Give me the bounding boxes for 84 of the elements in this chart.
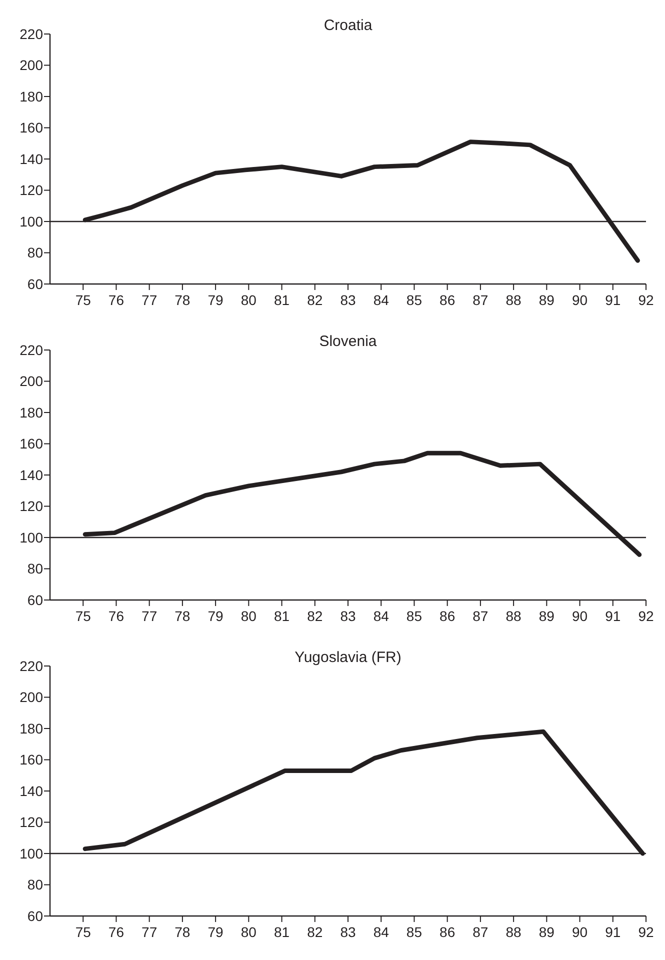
- x-tick-label: 80: [240, 924, 257, 940]
- x-tick-label: 90: [572, 924, 588, 940]
- x-tick-label: 83: [340, 292, 356, 308]
- y-tick-label: 60: [27, 276, 44, 292]
- y-tick-label: 100: [20, 845, 44, 862]
- x-tick-label: 81: [274, 924, 290, 940]
- x-tick-label: 79: [208, 608, 224, 624]
- x-tick-label: 76: [108, 608, 124, 624]
- x-tick-label: 77: [142, 924, 158, 940]
- x-tick-label: 88: [506, 292, 522, 308]
- x-tick-label: 79: [208, 924, 224, 940]
- x-tick-label: 89: [538, 608, 555, 624]
- x-tick-label: 87: [472, 924, 488, 940]
- x-tick-label: 87: [472, 608, 488, 624]
- x-tick-label: 80: [240, 292, 257, 308]
- y-tick-label: 200: [20, 689, 44, 706]
- x-tick-label: 82: [307, 924, 323, 940]
- y-tick-label: 140: [20, 782, 44, 799]
- y-tick-label: 160: [20, 752, 44, 768]
- y-tick-label: 220: [20, 658, 44, 674]
- x-tick-label: 84: [373, 924, 390, 940]
- x-tick-label: 82: [307, 608, 323, 624]
- x-tick-label: 75: [75, 292, 92, 308]
- chart-title: Croatia: [324, 17, 373, 34]
- y-tick-label: 120: [20, 182, 44, 198]
- x-tick-label: 86: [440, 924, 456, 940]
- x-tick-label: 79: [208, 292, 224, 308]
- x-tick-label: 78: [174, 608, 190, 624]
- y-tick-label: 100: [20, 213, 44, 230]
- y-tick-label: 80: [27, 244, 44, 261]
- y-tick-label: 180: [20, 720, 44, 736]
- x-tick-label: 76: [108, 924, 124, 940]
- x-tick-label: 78: [174, 292, 190, 308]
- x-tick-label: 85: [406, 292, 422, 308]
- x-tick-label: 77: [142, 292, 158, 308]
- x-tick-label: 77: [142, 608, 158, 624]
- y-tick-label: 60: [27, 592, 44, 608]
- chart-title: Yugoslavia (FR): [294, 649, 402, 666]
- x-tick-label: 83: [340, 608, 356, 624]
- x-tick-label: 90: [572, 292, 588, 308]
- x-tick-label: 91: [605, 292, 621, 308]
- x-tick-label: 84: [373, 292, 390, 308]
- y-tick-label: 100: [20, 529, 44, 546]
- y-tick-label: 180: [20, 404, 44, 420]
- x-tick-label: 75: [75, 608, 92, 624]
- x-tick-label: 89: [538, 292, 555, 308]
- x-tick-label: 92: [638, 924, 654, 940]
- x-tick-label: 85: [406, 924, 422, 940]
- y-tick-label: 140: [20, 150, 44, 167]
- y-tick-label: 200: [20, 57, 44, 74]
- y-tick-label: 220: [20, 26, 44, 42]
- y-tick-label: 220: [20, 342, 44, 358]
- x-tick-label: 92: [638, 608, 654, 624]
- x-tick-label: 86: [440, 292, 456, 308]
- x-tick-label: 88: [506, 924, 522, 940]
- x-tick-label: 76: [108, 292, 124, 308]
- x-tick-label: 86: [440, 608, 456, 624]
- x-tick-label: 78: [174, 924, 190, 940]
- y-tick-label: 120: [20, 814, 44, 830]
- x-tick-label: 82: [307, 292, 323, 308]
- x-tick-label: 88: [506, 608, 522, 624]
- x-tick-label: 90: [572, 608, 588, 624]
- x-tick-label: 75: [75, 924, 92, 940]
- x-tick-label: 84: [373, 608, 390, 624]
- y-tick-label: 160: [20, 436, 44, 452]
- y-tick-label: 80: [27, 876, 44, 893]
- x-tick-label: 85: [406, 608, 422, 624]
- y-tick-label: 120: [20, 498, 44, 514]
- y-tick-label: 160: [20, 120, 44, 136]
- y-tick-label: 140: [20, 466, 44, 483]
- x-tick-label: 87: [472, 292, 488, 308]
- x-tick-label: 83: [340, 924, 356, 940]
- x-tick-label: 91: [605, 924, 621, 940]
- x-tick-label: 89: [538, 924, 555, 940]
- y-tick-label: 180: [20, 88, 44, 104]
- x-tick-label: 81: [274, 608, 290, 624]
- chart-title: Slovenia: [319, 333, 378, 350]
- y-tick-label: 80: [27, 560, 44, 577]
- y-tick-label: 200: [20, 373, 44, 390]
- x-tick-label: 91: [605, 608, 621, 624]
- x-tick-label: 92: [638, 292, 654, 308]
- y-tick-label: 60: [27, 908, 44, 924]
- x-tick-label: 80: [240, 608, 257, 624]
- x-tick-label: 81: [274, 292, 290, 308]
